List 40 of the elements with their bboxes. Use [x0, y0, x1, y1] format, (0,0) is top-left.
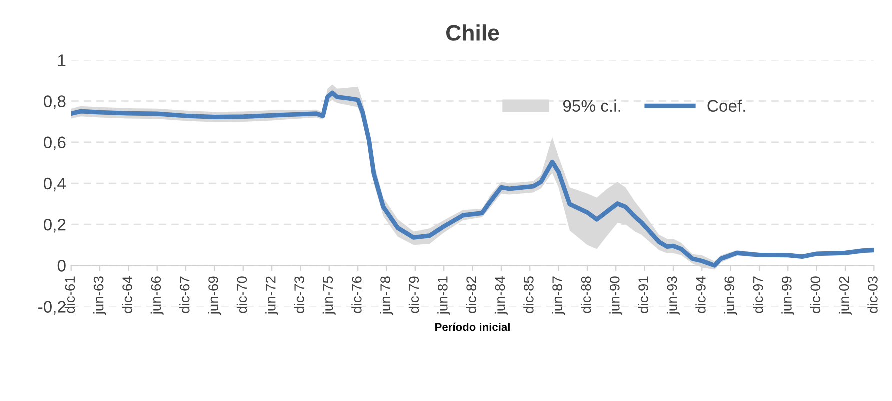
- x-tick-label: dic-76: [352, 276, 362, 314]
- annotation: 95% c.i.: [563, 100, 620, 112]
- x-tick-label: jun-81: [438, 276, 451, 316]
- x-tick-label: dic-70: [236, 276, 248, 314]
- x-tick-label: jun-87: [552, 276, 566, 316]
- x-tick-label: jun-66: [150, 276, 164, 316]
- x-tick-label: dic-61: [64, 276, 76, 314]
- x-tick-label: dic-88: [581, 276, 592, 314]
- x-tick-label: jun-63: [94, 276, 106, 316]
- y-tick-label: -0,2: [38, 301, 66, 315]
- x-tick-label: jun-69: [208, 276, 222, 316]
- y-tick-label: 0: [58, 260, 66, 272]
- x-tick-label: dic-79: [408, 276, 420, 314]
- y-tick-label: 1: [58, 54, 66, 66]
- chart-title: Chile: [446, 24, 500, 41]
- x-tick-label: dic-82: [466, 276, 476, 314]
- x-tick-label: jun-93: [666, 276, 680, 316]
- x-tick-label: jun-75: [322, 276, 336, 316]
- x-axis-title: Período inicial: [436, 322, 510, 332]
- x-tick-label: jun-99: [782, 276, 795, 316]
- x-tick-label: dic-03: [868, 276, 878, 314]
- legend-label: Coef.: [708, 100, 746, 112]
- x-tick-label: dic-73: [294, 276, 304, 314]
- x-tick-label: jun-90: [610, 276, 623, 316]
- x-tick-label: jun-78: [380, 276, 394, 316]
- y-tick-label: 0,6: [44, 136, 66, 151]
- x-tick-label: dic-67: [180, 276, 190, 314]
- y-tick-label: 0,8: [44, 96, 66, 110]
- x-tick-label: dic-97: [753, 276, 764, 314]
- x-tick-label: jun-02: [839, 276, 852, 316]
- y-tick-label: 0,2: [44, 218, 66, 233]
- y-tick-label: 0,4: [44, 178, 66, 192]
- x-tick-label: dic-94: [696, 276, 706, 314]
- x-tick-label: dic-91: [638, 276, 649, 314]
- x-tick-label: jun-96: [724, 276, 738, 316]
- x-tick-label: jun-72: [266, 276, 279, 316]
- x-tick-label: jun-84: [494, 276, 508, 316]
- x-tick-label: dic-64: [122, 276, 132, 314]
- x-tick-label: dic-85: [524, 276, 534, 314]
- x-tick-label: dic-00: [810, 276, 821, 314]
